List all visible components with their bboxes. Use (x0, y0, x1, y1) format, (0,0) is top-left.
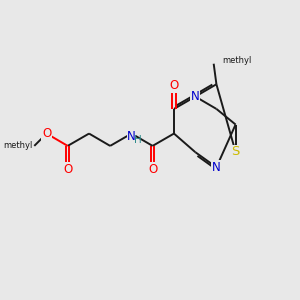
Text: N: N (127, 130, 136, 143)
Text: N: N (191, 90, 200, 103)
Text: S: S (231, 146, 240, 158)
Text: O: O (169, 79, 178, 92)
Text: N: N (212, 161, 221, 174)
Text: O: O (148, 163, 157, 176)
Text: O: O (63, 163, 72, 176)
Text: methyl: methyl (4, 141, 33, 150)
Text: methyl: methyl (222, 56, 251, 65)
Text: O: O (42, 127, 51, 140)
Text: H: H (134, 135, 141, 146)
